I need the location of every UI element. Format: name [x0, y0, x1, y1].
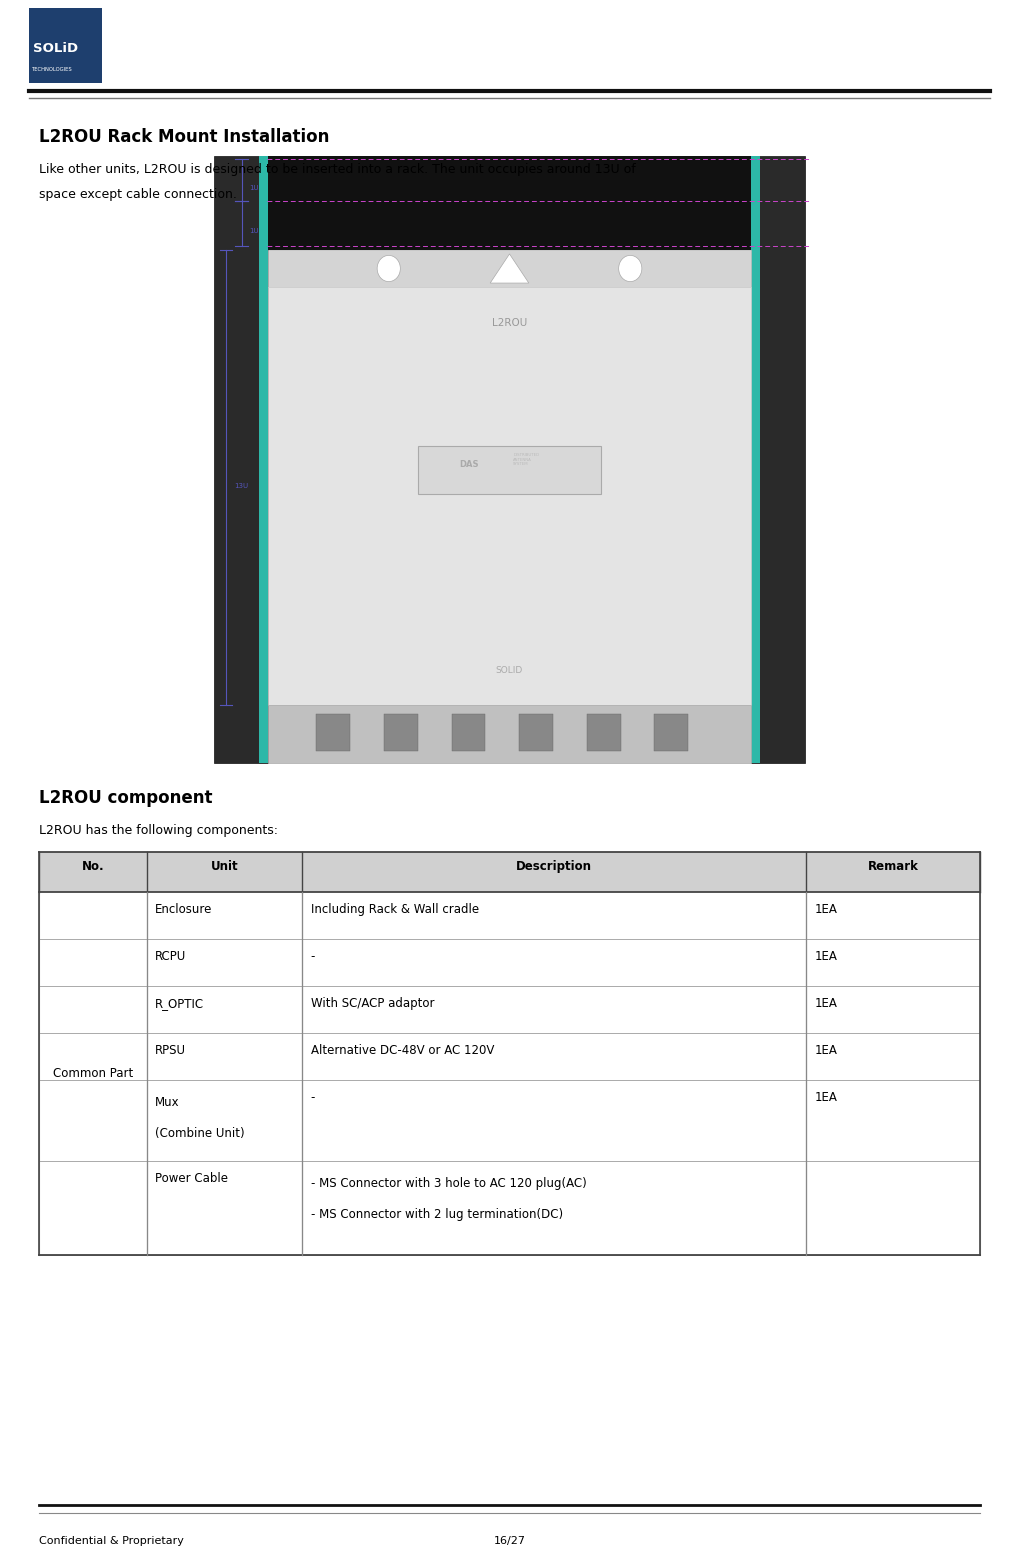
Bar [259, 156, 268, 763]
Bar [751, 156, 805, 763]
Text: space except cable connection.: space except cable connection. [39, 188, 236, 200]
Bar [39, 1080, 980, 1161]
Text: Like other units, L2ROU is designed to be inserted into a rack. The unit occupie: Like other units, L2ROU is designed to b… [39, 163, 636, 175]
Text: 1U: 1U [250, 228, 259, 234]
Bar [39, 1161, 980, 1255]
Bar [384, 714, 418, 752]
Text: Mux: Mux [155, 1096, 179, 1108]
Text: -: - [311, 1091, 315, 1103]
Text: L2ROU has the following components:: L2ROU has the following components: [39, 824, 278, 836]
Text: L2ROU component: L2ROU component [39, 789, 212, 808]
Ellipse shape [377, 255, 400, 281]
Text: RPSU: RPSU [155, 1044, 186, 1057]
Text: TECHNOLOGIES: TECHNOLOGIES [32, 67, 72, 72]
Text: Common Part: Common Part [53, 1068, 133, 1080]
Text: 1U: 1U [250, 186, 259, 191]
Ellipse shape [619, 255, 642, 281]
Text: Unit: Unit [211, 860, 238, 872]
Bar [268, 250, 751, 286]
Text: 13U: 13U [234, 483, 249, 489]
Bar [39, 939, 980, 986]
Bar [751, 156, 760, 763]
Bar [29, 8, 102, 83]
Text: - MS Connector with 2 lug termination(DC): - MS Connector with 2 lug termination(DC… [311, 1208, 562, 1221]
Text: Remark: Remark [868, 860, 918, 872]
Bar [268, 286, 751, 705]
Text: 1EA: 1EA [814, 997, 838, 1010]
Bar [214, 156, 268, 763]
Text: L2ROU Rack Mount Installation: L2ROU Rack Mount Installation [39, 128, 329, 147]
Text: Alternative DC-48V or AC 120V: Alternative DC-48V or AC 120V [311, 1044, 494, 1057]
Text: R_OPTIC: R_OPTIC [155, 997, 204, 1010]
Text: No.: No. [82, 860, 104, 872]
Bar [268, 705, 751, 763]
Bar [39, 986, 980, 1033]
Bar [451, 714, 485, 752]
Text: With SC/ACP adaptor: With SC/ACP adaptor [311, 997, 434, 1010]
Bar [39, 1033, 980, 1080]
Text: SOLiD: SOLiD [33, 42, 77, 55]
Text: 1EA: 1EA [814, 1044, 838, 1057]
Text: 1EA: 1EA [814, 903, 838, 916]
Text: -: - [311, 950, 315, 963]
Text: Description: Description [517, 860, 592, 872]
Text: L2ROU: L2ROU [492, 317, 527, 328]
Text: Enclosure: Enclosure [155, 903, 213, 916]
Bar [39, 852, 980, 892]
Bar [268, 156, 751, 250]
Text: DAS: DAS [460, 460, 479, 469]
Polygon shape [490, 253, 529, 283]
Text: 1EA: 1EA [814, 1091, 838, 1103]
Bar [519, 714, 553, 752]
Bar [587, 714, 621, 752]
Bar [418, 445, 601, 494]
Text: DISTRIBUTED
ANTENNA
SYSTEM: DISTRIBUTED ANTENNA SYSTEM [514, 453, 539, 466]
Bar [204, 156, 815, 766]
Text: 1EA: 1EA [814, 950, 838, 963]
Text: SOLID: SOLID [496, 666, 523, 675]
Text: Including Rack & Wall cradle: Including Rack & Wall cradle [311, 903, 479, 916]
Text: - MS Connector with 3 hole to AC 120 plug(AC): - MS Connector with 3 hole to AC 120 plu… [311, 1177, 586, 1189]
Text: Confidential & Proprietary: Confidential & Proprietary [39, 1536, 183, 1546]
Bar [316, 714, 351, 752]
Bar [654, 714, 688, 752]
Text: (Combine Unit): (Combine Unit) [155, 1127, 245, 1139]
Bar [39, 892, 980, 939]
Text: Power Cable: Power Cable [155, 1172, 228, 1185]
Text: 16/27: 16/27 [493, 1536, 526, 1546]
Text: RCPU: RCPU [155, 950, 186, 963]
